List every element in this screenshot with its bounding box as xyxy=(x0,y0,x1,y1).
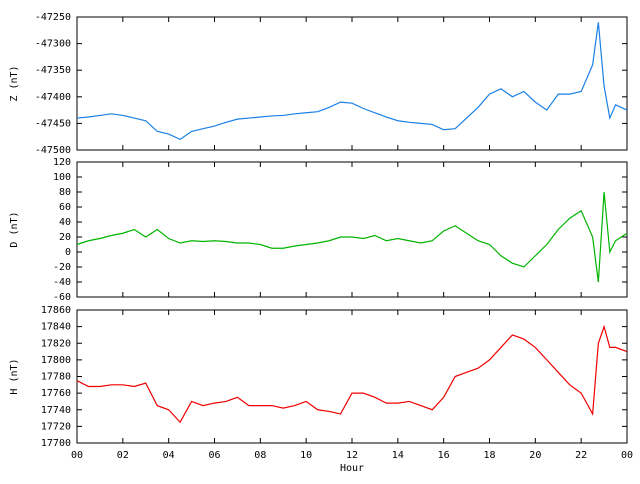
y-tick-label: 40 xyxy=(59,217,71,228)
y-tick-label: 60 xyxy=(59,202,71,213)
x-tick-label: 08 xyxy=(254,450,266,461)
y-tick-label: 17860 xyxy=(41,305,71,316)
y-axis-label: Z (nT) xyxy=(9,65,20,101)
plot-frame xyxy=(76,16,628,151)
x-tick-label: 00 xyxy=(71,450,83,461)
x-tick-label: 10 xyxy=(300,450,312,461)
x-tick-label: 16 xyxy=(438,450,450,461)
y-tick-label: 17740 xyxy=(41,405,71,416)
y-tick-label: 17820 xyxy=(41,338,71,349)
y-tick-label: 0 xyxy=(65,247,71,258)
y-tick-label: 120 xyxy=(53,157,71,168)
data-line xyxy=(76,22,628,141)
y-tick-label: -40 xyxy=(53,277,71,288)
y-tick-label: 17700 xyxy=(41,438,71,449)
y-tick-label: 20 xyxy=(59,232,71,243)
y-tick-label: -47350 xyxy=(35,65,71,76)
x-axis-label: Hour xyxy=(340,463,364,474)
y-tick-label: 17800 xyxy=(41,355,71,366)
y-tick-label: -20 xyxy=(53,262,71,273)
y-axis-label: D (nT) xyxy=(9,211,20,247)
x-tick-label: 22 xyxy=(575,450,587,461)
data-line xyxy=(76,191,628,283)
y-tick-label: 17840 xyxy=(41,322,71,333)
y-tick-label: -47500 xyxy=(35,145,71,156)
y-tick-label: -47250 xyxy=(35,12,71,23)
y-tick-label: 80 xyxy=(59,187,71,198)
y-axis-label: H (nT) xyxy=(9,358,20,394)
plot-frame xyxy=(76,309,628,444)
x-tick-label: 12 xyxy=(346,450,358,461)
x-tick-label: 18 xyxy=(483,450,495,461)
x-tick-label: 20 xyxy=(529,450,541,461)
x-tick-label: 02 xyxy=(117,450,129,461)
y-tick-label: -60 xyxy=(53,292,71,303)
plot-frame xyxy=(76,161,628,298)
data-line xyxy=(76,324,628,424)
y-tick-label: -47400 xyxy=(35,92,71,103)
y-tick-label: 17720 xyxy=(41,421,71,432)
x-tick-label: 04 xyxy=(163,450,175,461)
y-tick-label: 17760 xyxy=(41,388,71,399)
y-tick-label: 100 xyxy=(53,172,71,183)
x-tick-label: 14 xyxy=(392,450,404,461)
x-tick-label: 06 xyxy=(208,450,220,461)
y-tick-label: -47300 xyxy=(35,39,71,50)
x-tick-label: 00 xyxy=(621,450,633,461)
y-tick-label: -47450 xyxy=(35,118,71,129)
y-tick-label: 17780 xyxy=(41,372,71,383)
